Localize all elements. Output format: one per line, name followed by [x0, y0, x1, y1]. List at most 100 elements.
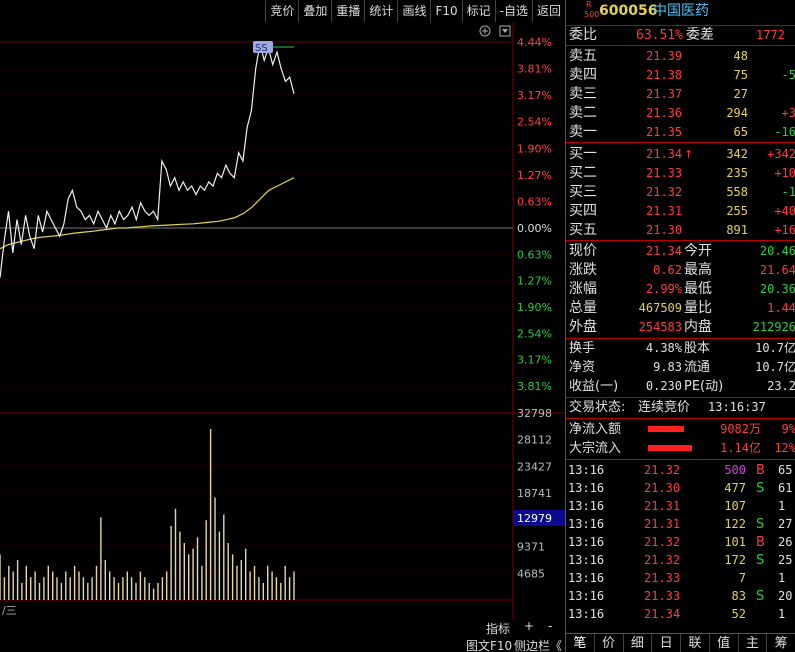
tab-1[interactable]: 价 [595, 634, 624, 652]
tick-vol: 52 [731, 607, 746, 621]
stat-label: 量比 [684, 300, 712, 316]
flow-bar [648, 426, 684, 432]
ss-badge-text: SS [255, 43, 268, 54]
tab-5[interactable]: 值 [710, 634, 739, 652]
tab-7[interactable]: 筹 [767, 634, 795, 652]
bid-change: +40 [774, 204, 795, 218]
tick-price: 21.32 [644, 535, 681, 549]
up-arrow-icon: ↑ [684, 148, 694, 161]
zoom-out-button[interactable]: - [548, 619, 553, 633]
pct-label-down: 2.54% [517, 327, 552, 340]
tb-f10[interactable]: F10 [430, 0, 461, 22]
tb-overlay[interactable]: 叠加 [298, 0, 331, 22]
bid-vol: 558 [726, 185, 748, 199]
zoom-in-button[interactable]: + [524, 619, 535, 633]
bid-vol: 891 [726, 223, 748, 237]
pct-label-up: 3.81% [517, 63, 552, 76]
tick-price: 21.31 [644, 517, 681, 531]
tab-6[interactable]: 主 [739, 634, 768, 652]
stat-label: 现价 [569, 243, 597, 259]
pct-label-zero: 0.00% [517, 222, 552, 235]
bid-vol: 255 [726, 204, 748, 218]
add-overlay-icon[interactable] [479, 25, 491, 37]
ask-label: 卖二 [569, 105, 597, 121]
ask-vol: 27 [733, 87, 748, 101]
tick-vol: 101 [724, 535, 746, 549]
bid-change: +10 [774, 166, 795, 180]
vol-current-box [513, 510, 565, 526]
tab-2[interactable]: 细 [624, 634, 653, 652]
flow-value: 9082万 [720, 422, 761, 436]
stat-row: 涨跌 0.62 最高 21.64 [566, 261, 795, 280]
tb-stats[interactable]: 统计 [364, 0, 397, 22]
weicha-value: 1772 [756, 28, 785, 42]
ask-label: 卖一 [569, 124, 597, 140]
tab-3[interactable]: 日 [652, 634, 681, 652]
bid-price: 21.32 [646, 185, 683, 199]
tab-4[interactable]: 联 [681, 634, 710, 652]
ask-vol: 48 [733, 49, 748, 63]
stat2-value: 0.230 [645, 379, 682, 393]
sidebar-toggle[interactable]: 侧边栏《 [514, 639, 563, 652]
chart-toolbar: 竞价 叠加 重播 统计 画线 F10 标记 -自选 返回 [0, 0, 565, 22]
ss-badge[interactable]: SS [253, 41, 294, 54]
tick-vol: 83 [731, 589, 746, 603]
quote-panel: R 500 600056 中国医药 委比 63.51% 委差 1772 卖五 21… [565, 0, 795, 652]
pct-label-up: 1.90% [517, 142, 552, 155]
ask-vol: 65 [733, 125, 748, 139]
bid-price: 21.34 [646, 147, 683, 161]
tb-replay[interactable]: 重播 [331, 0, 364, 22]
tb-remove-watch[interactable]: -自选 [494, 0, 532, 22]
stat-value: 20.36 [759, 282, 795, 296]
stat-value: 254583 [638, 320, 682, 334]
stat-row: 外盘 254583 内盘 212926 [566, 318, 795, 337]
tick-time: 13:16 [568, 481, 605, 495]
pct-label-up: 0.63% [517, 195, 552, 208]
ask-price: 21.38 [646, 68, 683, 82]
avg-price-line [0, 177, 295, 250]
avg-series [0, 177, 295, 250]
tab-0[interactable]: 笔 [566, 634, 595, 652]
bid-price: 21.31 [646, 204, 683, 218]
tb-auction[interactable]: 竞价 [265, 0, 298, 22]
bid-row: 买一 21.34 ↑ 342 +342 [566, 145, 795, 164]
weibi-value: 63.51% [636, 28, 683, 43]
intraday-chart[interactable]: 4.44% 3.81% 3.17% 2.54% 1.90% 1.27% 0.63% 0.00%… [0, 22, 565, 620]
stat2-value: 10.7亿 [755, 341, 795, 355]
tb-draw[interactable]: 画线 [397, 0, 430, 22]
tag-top: R [586, 0, 592, 9]
stat2-value: 4.38% [645, 341, 682, 355]
tb-back[interactable]: 返回 [531, 0, 565, 22]
flow-value: 1.14亿 [720, 441, 761, 455]
indicator-button[interactable]: 指标 [486, 622, 511, 636]
bid-price: 21.33 [646, 166, 683, 180]
tick-price: 21.31 [644, 499, 681, 513]
pct-label-down: 1.27% [517, 275, 552, 288]
tb-mark[interactable]: 标记 [461, 0, 495, 22]
flow-row: 净流入额 9082万 9% [566, 420, 795, 439]
tick-extra: 27 [778, 517, 793, 531]
tick-vol: 122 [724, 517, 746, 531]
chart-canvas[interactable]: 4.44% 3.81% 3.17% 2.54% 1.90% 1.27% 0.63% 0.00%… [0, 22, 565, 620]
bid-change: +342 [767, 147, 795, 161]
stat2-label: PE(动) [684, 379, 724, 394]
weibi-label: 委比 [569, 27, 597, 43]
tick-row: 13:16 21.32 500 B 65 [566, 461, 795, 480]
tick-vol: 477 [724, 481, 746, 495]
stat2-value: 10.7亿 [755, 360, 795, 374]
pct-label-down: 0.63% [517, 248, 552, 261]
scroll-icon[interactable] [499, 25, 511, 37]
stat-row: 涨幅 2.99% 最低 20.36 [566, 280, 795, 299]
tick-row: 13:16 21.34 52 1 [566, 605, 795, 624]
stat-value: 2.99% [645, 282, 682, 296]
flow-pct: 9% [781, 422, 795, 436]
vol-label: 32798 [517, 407, 552, 420]
ask-price: 21.37 [646, 87, 683, 101]
tick-vol: 7 [738, 571, 746, 585]
ask-label: 卖五 [569, 48, 597, 64]
f10-link[interactable]: 图文F10 [466, 639, 513, 652]
tick-price: 21.34 [644, 607, 681, 621]
ask-price: 21.36 [646, 106, 683, 120]
status-label: 交易状态: [569, 400, 626, 415]
stat-value: 21.64 [759, 263, 795, 277]
